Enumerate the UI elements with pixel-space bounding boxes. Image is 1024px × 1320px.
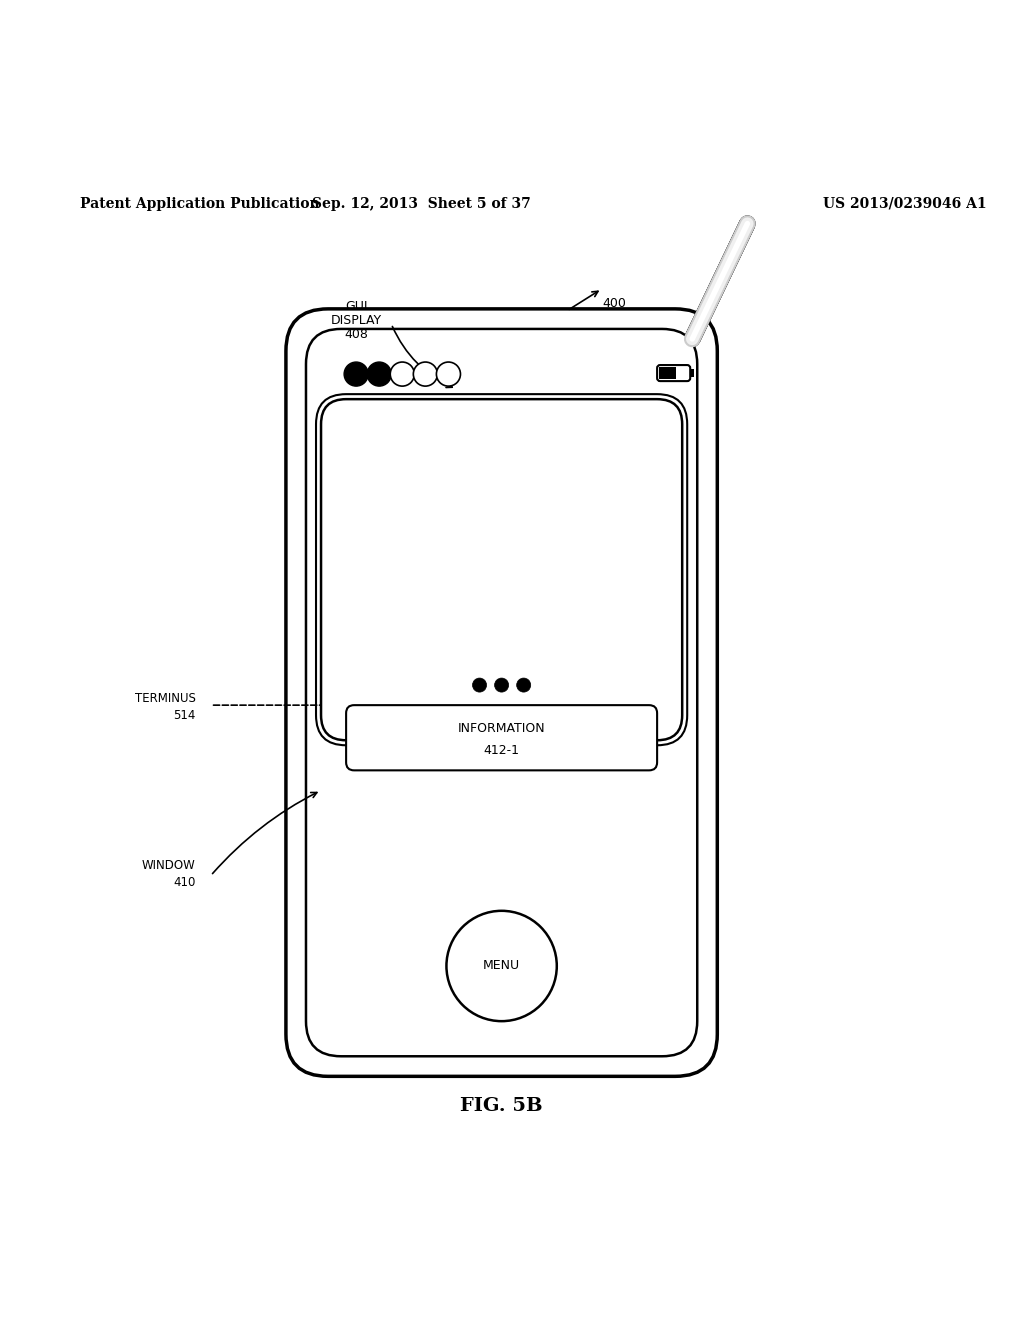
Circle shape — [517, 678, 530, 692]
FancyBboxPatch shape — [657, 366, 690, 381]
FancyBboxPatch shape — [286, 309, 717, 1076]
Text: US 2013/0239046 A1: US 2013/0239046 A1 — [822, 197, 986, 210]
Circle shape — [472, 678, 486, 692]
Text: 412-1: 412-1 — [483, 743, 519, 756]
Bar — [690, 370, 694, 378]
Text: Sep. 12, 2013  Sheet 5 of 37: Sep. 12, 2013 Sheet 5 of 37 — [312, 197, 530, 210]
Text: 514: 514 — [173, 709, 196, 722]
Circle shape — [414, 362, 437, 387]
FancyBboxPatch shape — [346, 705, 657, 771]
Text: 400: 400 — [602, 297, 626, 310]
FancyBboxPatch shape — [322, 399, 682, 741]
Text: GUI: GUI — [345, 301, 368, 313]
Text: INFORMATION: INFORMATION — [458, 722, 546, 735]
Circle shape — [368, 362, 391, 387]
Text: 410: 410 — [173, 876, 196, 890]
Text: FIG. 5B: FIG. 5B — [461, 1097, 543, 1115]
Circle shape — [390, 362, 415, 387]
Circle shape — [495, 678, 509, 692]
Text: DISPLAY: DISPLAY — [331, 314, 382, 327]
FancyBboxPatch shape — [306, 329, 697, 1056]
Circle shape — [436, 362, 461, 387]
Text: MENU: MENU — [483, 960, 520, 973]
Circle shape — [446, 911, 557, 1022]
Text: TERMINUS: TERMINUS — [135, 692, 196, 705]
Text: WINDOW: WINDOW — [142, 859, 196, 873]
Circle shape — [344, 362, 369, 387]
Text: Patent Application Publication: Patent Application Publication — [80, 197, 319, 210]
FancyBboxPatch shape — [316, 395, 687, 746]
Bar — [659, 367, 676, 379]
Text: 408: 408 — [344, 329, 368, 342]
